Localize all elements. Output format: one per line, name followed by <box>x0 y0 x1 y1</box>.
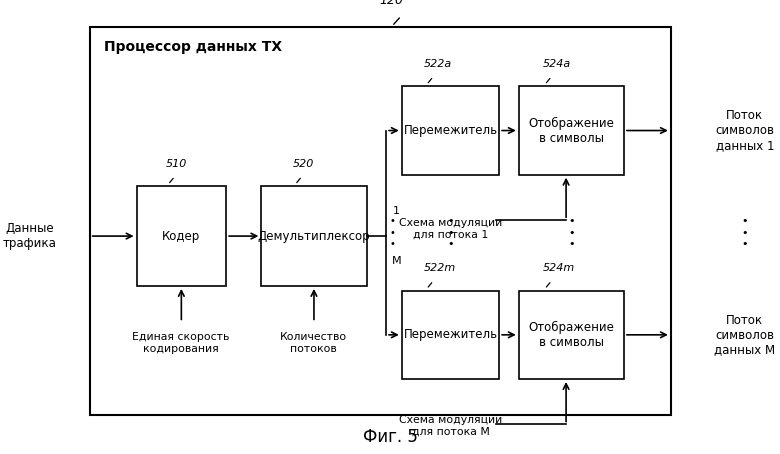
Text: 524m: 524m <box>542 263 575 273</box>
Bar <box>90 27 671 415</box>
Text: M: M <box>392 256 402 266</box>
Bar <box>519 86 624 175</box>
Text: 510: 510 <box>165 159 187 169</box>
Text: Схема модуляции
для потока 1: Схема модуляции для потока 1 <box>399 217 502 239</box>
Text: Перемежитель: Перемежитель <box>403 124 498 137</box>
Text: 522a: 522a <box>424 59 452 69</box>
Text: •
•
•: • • • <box>447 216 454 249</box>
Text: Фиг. 5: Фиг. 5 <box>363 428 417 446</box>
Text: Количество
потоков: Количество потоков <box>280 332 347 354</box>
Text: 120: 120 <box>380 0 404 7</box>
Text: •
•
•: • • • <box>568 216 575 249</box>
Bar <box>519 291 624 379</box>
Text: •
•
•: • • • <box>389 216 395 249</box>
Text: Данные
трафика: Данные трафика <box>2 222 57 250</box>
Text: Демультиплексор: Демультиплексор <box>257 230 370 242</box>
Bar <box>402 291 499 379</box>
Text: •
•
•: • • • <box>742 216 748 249</box>
Text: 524a: 524a <box>542 59 570 69</box>
Bar <box>402 86 499 175</box>
Text: Перемежитель: Перемежитель <box>403 328 498 341</box>
Text: Процессор данных TX: Процессор данных TX <box>104 40 282 54</box>
Bar <box>136 186 226 286</box>
Text: 1: 1 <box>392 206 399 216</box>
Text: Схема модуляции
для потока М: Схема модуляции для потока М <box>399 415 502 436</box>
Text: Поток
символов
данных 1: Поток символов данных 1 <box>715 109 775 152</box>
Text: 520: 520 <box>292 159 314 169</box>
Text: Отображение
в символы: Отображение в символы <box>528 117 615 144</box>
Text: Единая скорость
кодирования: Единая скорость кодирования <box>133 332 229 354</box>
Text: Поток
символов
данных М: Поток символов данных М <box>714 314 775 356</box>
Text: Отображение
в символы: Отображение в символы <box>528 321 615 349</box>
Text: 522m: 522m <box>424 263 456 273</box>
Bar <box>261 186 367 286</box>
Text: Кодер: Кодер <box>162 230 200 242</box>
